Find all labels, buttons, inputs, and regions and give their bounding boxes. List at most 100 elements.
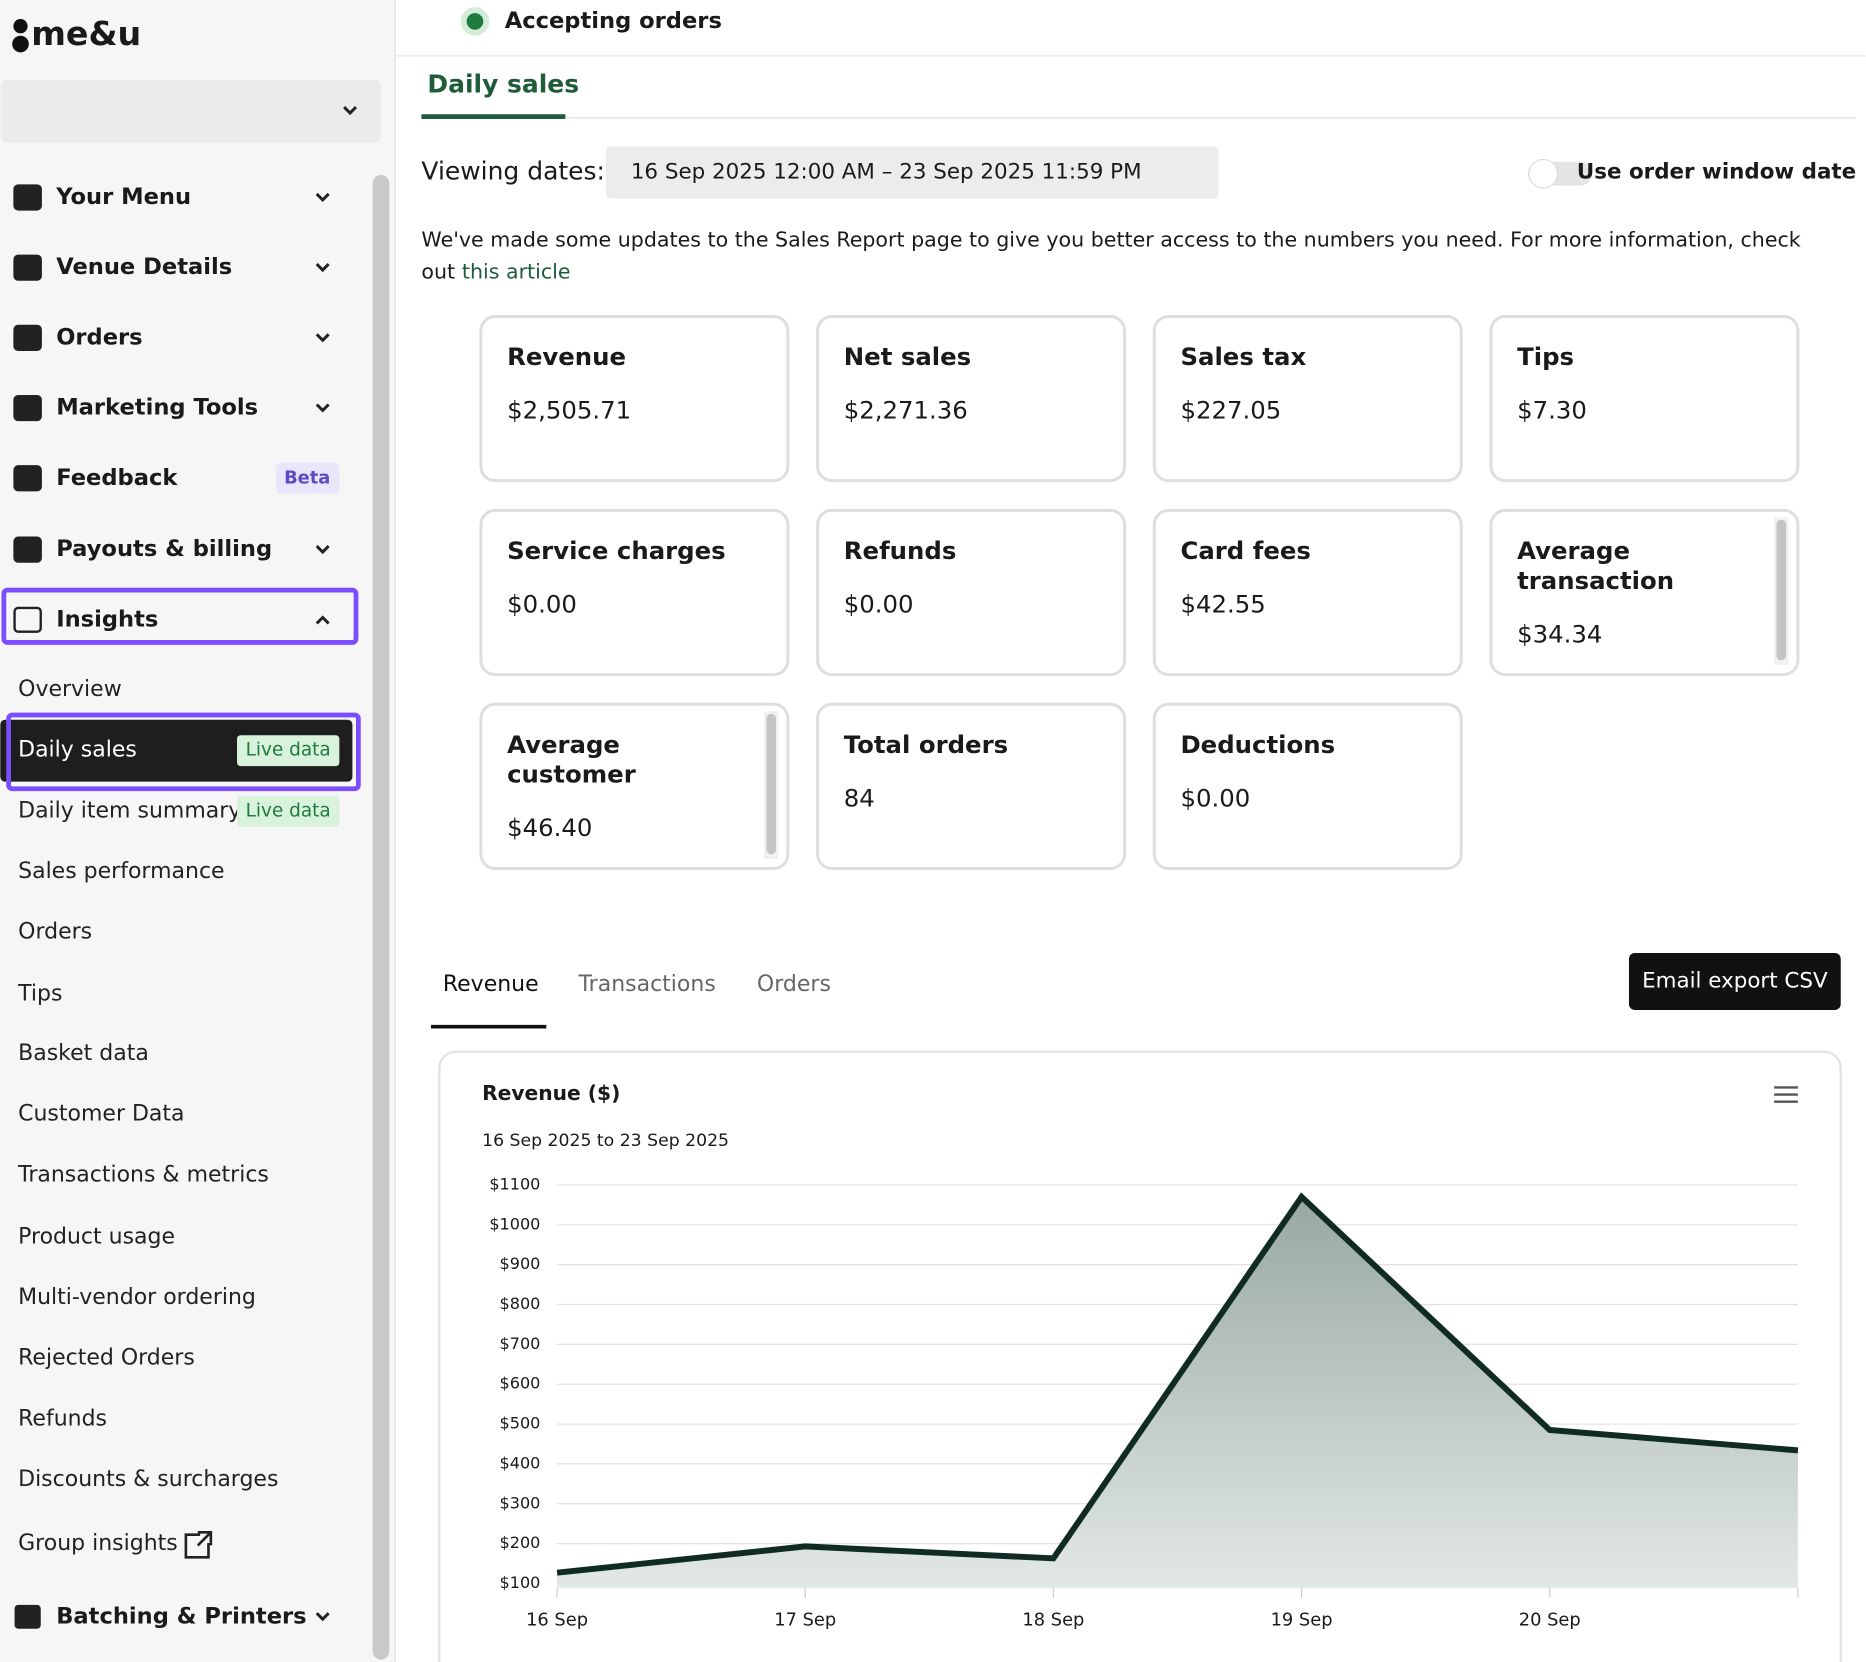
- nav-icon: [13, 606, 42, 633]
- metric-value: $7.30: [1517, 396, 1587, 425]
- nav-item[interactable]: Payouts & billing: [56, 536, 272, 562]
- metric-card: [1152, 508, 1463, 677]
- chart-tab[interactable]: Transactions: [577, 972, 715, 997]
- y-tick-label: $200: [500, 1533, 541, 1552]
- date-picker[interactable]: [605, 146, 1219, 199]
- submenu-item[interactable]: Product usage: [18, 1224, 175, 1249]
- x-tick-label: 18 Sep: [1022, 1609, 1084, 1630]
- badge: Live data: [246, 800, 331, 821]
- y-tick-label: $900: [500, 1254, 541, 1273]
- chevron: [315, 545, 330, 555]
- submenu-item[interactable]: Customer Data: [18, 1102, 184, 1127]
- export-label: Email export CSV: [1642, 968, 1828, 993]
- metric-value: $34.34: [1517, 619, 1602, 648]
- y-tick-label: $1000: [489, 1214, 540, 1233]
- submenu-item[interactable]: Group insights: [18, 1531, 178, 1556]
- x-tick-label: 19 Sep: [1271, 1609, 1333, 1630]
- submenu-item[interactable]: Orders: [18, 920, 92, 945]
- metric-value: $0.00: [1180, 783, 1250, 812]
- nav-highlight: [1, 587, 359, 645]
- export-button[interactable]: [1628, 952, 1841, 1011]
- top-bar: [396, 0, 1866, 56]
- metric-card: [1152, 314, 1463, 483]
- date-range: 16 Sep 2025 12:00 AM – 23 Sep 2025 11:59…: [631, 160, 1142, 185]
- metric-value: $2,271.36: [844, 396, 968, 425]
- logo-dot: [13, 19, 28, 34]
- submenu-item[interactable]: Basket data: [18, 1041, 149, 1066]
- chart-menu[interactable]: [1774, 1086, 1798, 1103]
- nav-item[interactable]: Insights: [56, 606, 158, 632]
- metric-card: [1489, 314, 1800, 483]
- external-icon: [184, 1531, 213, 1559]
- submenu-item[interactable]: Refunds: [18, 1406, 107, 1431]
- nav-icon: [13, 536, 42, 563]
- line: [556, 1192, 1799, 1576]
- metric-card: [1489, 508, 1800, 677]
- notice: out: [421, 259, 455, 283]
- scrollbar: [372, 174, 390, 1660]
- submenu-item[interactable]: Rejected Orders: [18, 1346, 195, 1371]
- chart: $100 $200 $300 $400 $500 $600 $700 $800 $900 $100…: [489, 1174, 1799, 1630]
- y-tick-label: $400: [500, 1453, 541, 1472]
- badge: Beta: [284, 467, 330, 488]
- nav-item[interactable]: Your Menu: [55, 184, 191, 210]
- chevron: [315, 403, 330, 413]
- chart-tabs: Revenue Transactions Orders: [443, 972, 831, 997]
- metric-card: [816, 314, 1127, 483]
- x-tick-label: 17 Sep: [774, 1609, 836, 1630]
- chart-title: Revenue ($): [482, 1081, 620, 1105]
- submenu-item[interactable]: Daily sales: [18, 738, 137, 763]
- nav-icon: [13, 184, 42, 211]
- submenu-item[interactable]: Discounts & surcharges: [18, 1467, 278, 1492]
- venue-select[interactable]: [0, 79, 381, 143]
- y-tick-label: $600: [500, 1374, 541, 1393]
- notice: We've made some updates to the Sales Rep…: [421, 227, 1800, 251]
- active-outline: [6, 712, 361, 792]
- page-tab[interactable]: Daily sales: [427, 70, 579, 99]
- submenu-item[interactable]: Daily item summary: [18, 798, 241, 823]
- submenu-item[interactable]: Tips: [17, 982, 62, 1007]
- metric-label: Average transaction: [1517, 536, 1674, 595]
- nav-item[interactable]: Orders: [56, 324, 142, 350]
- logo-dot: [12, 35, 29, 53]
- metric-value: $227.05: [1180, 396, 1281, 425]
- submenu-item[interactable]: Overview: [18, 677, 122, 702]
- nav: Your Menu Venue Details Orders Marketing To…: [0, 184, 361, 1629]
- metric-value: $42.55: [1180, 590, 1265, 619]
- metric-label: Net sales: [844, 342, 971, 371]
- metric-label: Revenue: [507, 342, 626, 371]
- metric-cards: Revenue $2,505.71 Net sales $2,271.36 Sales …: [479, 314, 1800, 870]
- chevron: [343, 106, 358, 116]
- notice-link[interactable]: this article: [462, 259, 571, 283]
- metric-value: $46.40: [507, 813, 592, 842]
- metric-label: Tips: [1517, 342, 1574, 371]
- y-tick-label: $300: [500, 1493, 541, 1512]
- chart-tab[interactable]: Revenue: [443, 972, 539, 997]
- metric-value: $2,505.71: [507, 396, 631, 425]
- metric-label: Refunds: [844, 536, 957, 565]
- chevron: [315, 1612, 330, 1622]
- metric-card: [479, 314, 790, 483]
- tab-underline: [421, 114, 566, 119]
- submenu-item[interactable]: Sales performance: [18, 859, 224, 884]
- nav-item[interactable]: Venue Details: [56, 254, 232, 280]
- submenu-item[interactable]: Multi-vendor ordering: [18, 1285, 256, 1310]
- nav-item[interactable]: Marketing Tools: [56, 395, 258, 421]
- y-tick-label: $100: [500, 1573, 541, 1592]
- y-tick-label: $700: [500, 1334, 541, 1353]
- card-scroll-thumb: [1776, 519, 1787, 661]
- submenu-item[interactable]: Transactions & metrics: [17, 1162, 269, 1187]
- metric-label: Total orders: [844, 730, 1008, 759]
- nav-item[interactable]: Batching & Printers: [56, 1603, 306, 1629]
- nav-icon: [13, 324, 42, 351]
- metric-label: Deductions: [1180, 730, 1335, 759]
- chart-tab[interactable]: Orders: [757, 972, 831, 997]
- nav-item[interactable]: Feedback: [56, 465, 178, 491]
- y-tick-label: $500: [500, 1414, 541, 1433]
- logo: me&u: [31, 14, 141, 53]
- x-tick-label: 20 Sep: [1519, 1609, 1581, 1630]
- nav-icon: [13, 254, 42, 281]
- nav-icon: [13, 394, 42, 422]
- chevron: [315, 615, 330, 625]
